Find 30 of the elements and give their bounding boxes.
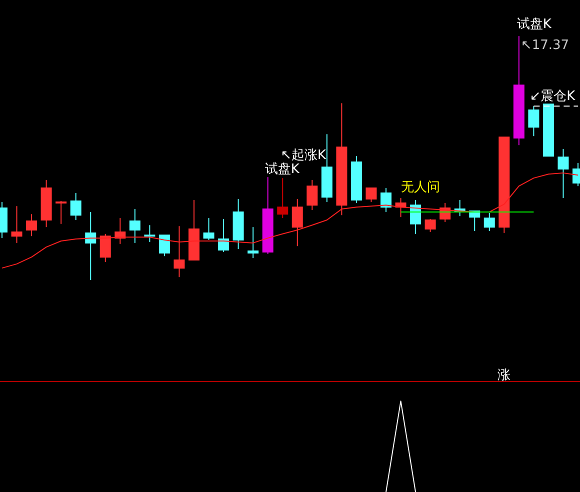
candlestick (100, 233, 111, 262)
ref-line-label: 无人问 (400, 180, 440, 195)
candlestick (158, 234, 170, 257)
candlestick (218, 218, 230, 252)
candlestick (528, 106, 540, 137)
ref-line-label: ↙震仓K (530, 89, 576, 104)
candlestick (484, 212, 495, 232)
text: 试盘K (516, 17, 552, 32)
text: 涨 (498, 368, 511, 383)
candlestick (366, 188, 377, 202)
candlestick (26, 214, 38, 237)
annotation: 试盘K (264, 162, 300, 178)
candlestick (424, 218, 436, 232)
candlestick (380, 188, 392, 212)
candlestick (410, 200, 422, 234)
candlestick (277, 178, 288, 219)
annotation: ↖起涨K (280, 148, 327, 164)
candlestick (56, 200, 67, 224)
candlestick (558, 148, 569, 199)
candlestick (203, 218, 214, 241)
candlestick (306, 180, 318, 211)
candlestick (248, 226, 259, 259)
candlestick (144, 224, 156, 242)
candlestick (85, 211, 96, 281)
candlestick (174, 226, 185, 278)
candlestick (129, 208, 140, 244)
annotation: ↖17.37 (520, 38, 570, 54)
candlestick (292, 198, 303, 247)
candlestick (11, 206, 22, 244)
candlestick (70, 192, 82, 221)
